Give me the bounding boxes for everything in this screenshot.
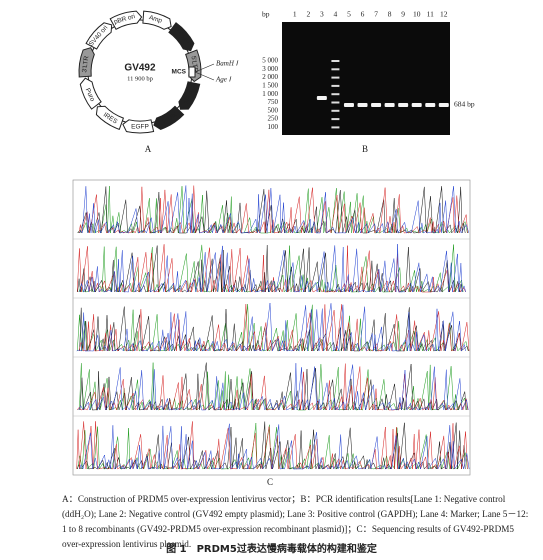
site-label: BamH Ⅰ (216, 60, 239, 68)
marker-label: 250 (268, 115, 279, 123)
band (438, 103, 449, 107)
marker-label: 3 000 (262, 65, 278, 73)
lane-label: 4 (334, 10, 338, 19)
site-leader (194, 63, 215, 73)
plasmid-element (78, 47, 95, 78)
plasmid-element (153, 105, 185, 130)
band (425, 103, 436, 107)
trace (76, 302, 466, 352)
band (411, 103, 422, 107)
plasmid-element (142, 10, 172, 30)
trace (78, 304, 470, 352)
marker-band (331, 60, 340, 62)
trace (76, 363, 468, 411)
plasmid-size: 11 900 bp (127, 75, 153, 82)
lane-label: 5 (347, 10, 351, 19)
lane-label: 10 (413, 10, 421, 19)
marker-label: 100 (268, 123, 279, 131)
trace (77, 422, 468, 470)
trace (76, 244, 466, 293)
panel-label: B (362, 144, 368, 154)
trace (79, 244, 467, 293)
figure-title: 图 1 PRDM5过表达慢病毒载体的构建和鉴定 (166, 544, 377, 555)
plasmid-element (178, 81, 201, 110)
mcs-label: MCS (172, 69, 187, 76)
lane-label: 11 (427, 10, 434, 19)
lane-label: 6 (361, 10, 365, 19)
site-label: Age Ⅰ (215, 76, 232, 84)
marker-label: 2 000 (262, 73, 278, 81)
site-leader (194, 71, 215, 81)
marker-band (331, 68, 340, 71)
plasmid-name: GV492 (124, 63, 156, 74)
gel (282, 22, 450, 135)
marker-label: 5 000 (262, 57, 278, 65)
marker-band (331, 93, 340, 96)
element-label: Amp (148, 14, 163, 25)
plasmid-element (79, 77, 102, 110)
lane-label: 12 (440, 10, 448, 19)
panel-label: A (145, 144, 152, 154)
plasmid-element (168, 22, 195, 52)
marker-label: 1 000 (262, 90, 278, 98)
marker-band (331, 118, 340, 121)
band (371, 103, 382, 107)
trace (79, 185, 470, 234)
marker-band (331, 101, 340, 104)
marker-label: 500 (268, 106, 279, 114)
marker-label: 1 500 (262, 82, 278, 90)
element-label: 3'LTR (81, 55, 90, 73)
trace (78, 244, 464, 293)
element-label: 5'LTR (190, 56, 199, 74)
mcs-box (188, 66, 196, 78)
band (316, 96, 327, 100)
lane-label: 7 (374, 10, 378, 19)
band (384, 103, 395, 107)
band (343, 103, 354, 107)
lane-label: 9 (401, 10, 405, 19)
band (398, 103, 409, 107)
trace (77, 303, 469, 352)
trace (78, 363, 469, 411)
unit-label: bp (262, 10, 270, 19)
band (357, 103, 368, 107)
marker-band (331, 84, 340, 87)
lane-label: 3 (320, 10, 324, 19)
element-label: EGFP (131, 124, 149, 131)
band-label: 684 bp (454, 100, 475, 109)
marker-band (331, 76, 340, 79)
trace (79, 423, 470, 470)
lane-label: 1 (293, 10, 297, 19)
caption: A：Construction of PRDM5 over-expression … (62, 494, 529, 549)
plasmid-element (109, 10, 143, 30)
lane-label: 2 (306, 10, 310, 19)
marker-label: 750 (268, 98, 279, 106)
marker-band (331, 126, 340, 129)
plasmid-element (85, 22, 113, 50)
plasmid-element (122, 119, 155, 134)
marker-band (331, 109, 340, 112)
lane-label: 8 (388, 10, 392, 19)
plasmid-element (95, 105, 125, 131)
panel-label: C (267, 477, 273, 487)
trace (76, 421, 468, 470)
trace-frame (72, 179, 471, 476)
